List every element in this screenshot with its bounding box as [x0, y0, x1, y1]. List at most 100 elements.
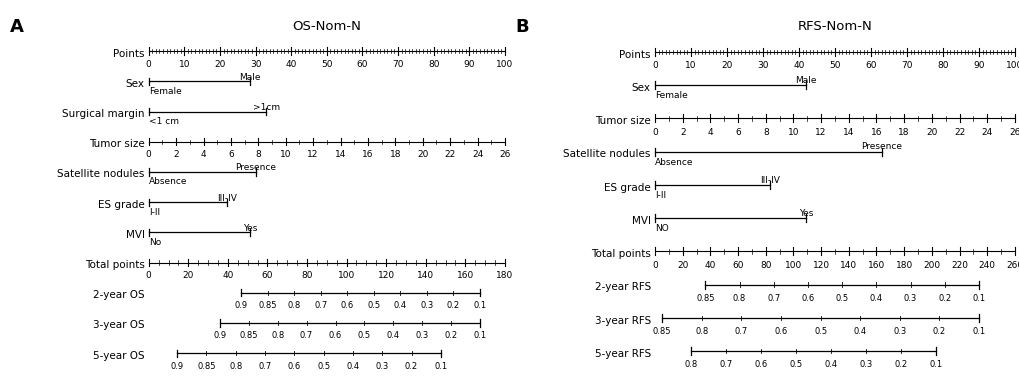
Text: 0: 0 [651, 128, 657, 137]
Text: 10: 10 [178, 60, 190, 68]
Text: 12: 12 [814, 128, 826, 137]
Text: 12: 12 [307, 150, 319, 159]
Text: 0.85: 0.85 [197, 362, 216, 371]
Text: 0.3: 0.3 [415, 332, 428, 340]
Text: 0.2: 0.2 [405, 362, 418, 371]
Text: Yes: Yes [243, 224, 257, 233]
Text: 14: 14 [334, 150, 345, 159]
Text: 3-year OS: 3-year OS [93, 320, 145, 330]
Text: 80: 80 [759, 261, 770, 270]
Text: Total points: Total points [590, 249, 650, 259]
Text: 20: 20 [417, 150, 428, 159]
Text: 0.85: 0.85 [259, 301, 277, 310]
Text: 0.7: 0.7 [734, 327, 747, 336]
Text: 20: 20 [720, 61, 732, 70]
Text: Satellite nodules: Satellite nodules [57, 169, 145, 180]
Text: 100: 100 [496, 60, 513, 68]
Text: Absence: Absence [654, 158, 693, 167]
Text: 6: 6 [228, 150, 233, 159]
Text: 0.4: 0.4 [869, 294, 882, 303]
Text: 70: 70 [392, 60, 404, 68]
Text: 24: 24 [980, 128, 991, 137]
Text: 100: 100 [784, 261, 801, 270]
Text: 0.9: 0.9 [170, 362, 183, 371]
Text: 0.3: 0.3 [420, 301, 433, 310]
Text: MVI: MVI [125, 230, 145, 240]
Text: 0.8: 0.8 [229, 362, 243, 371]
Text: 140: 140 [417, 271, 434, 280]
Text: 0.4: 0.4 [386, 332, 399, 340]
Text: 8: 8 [762, 128, 768, 137]
Text: 0.5: 0.5 [789, 360, 802, 369]
Text: 0.7: 0.7 [718, 360, 732, 369]
Text: 60: 60 [357, 60, 368, 68]
Text: 8: 8 [255, 150, 261, 159]
Text: 0.2: 0.2 [894, 360, 907, 369]
Text: Points: Points [113, 49, 145, 58]
Text: 100: 100 [337, 271, 355, 280]
Text: 120: 120 [812, 261, 828, 270]
Text: 60: 60 [864, 61, 876, 70]
Text: 0.4: 0.4 [393, 301, 407, 310]
Text: Total points: Total points [85, 260, 145, 270]
Text: Absence: Absence [149, 177, 187, 186]
Text: 0.6: 0.6 [801, 294, 814, 303]
Text: 0.4: 0.4 [823, 360, 837, 369]
Text: 160: 160 [867, 261, 884, 270]
Text: Tumor size: Tumor size [89, 139, 145, 149]
Text: 0.6: 0.6 [754, 360, 767, 369]
Text: 6: 6 [735, 128, 740, 137]
Text: 18: 18 [389, 150, 400, 159]
Text: MVI: MVI [631, 216, 650, 226]
Text: 0.6: 0.6 [328, 332, 341, 340]
Text: 60: 60 [732, 261, 743, 270]
Text: 2-year OS: 2-year OS [93, 290, 145, 300]
Text: 2: 2 [680, 128, 685, 137]
Text: A: A [10, 18, 24, 36]
Text: ES grade: ES grade [603, 183, 650, 193]
Text: 80: 80 [301, 271, 313, 280]
Text: Sex: Sex [631, 83, 650, 93]
Text: 0: 0 [146, 271, 152, 280]
Text: 40: 40 [704, 261, 715, 270]
Text: 0.9: 0.9 [234, 301, 248, 310]
Text: 0.5: 0.5 [835, 294, 848, 303]
Text: 0.7: 0.7 [300, 332, 313, 340]
Text: Presence: Presence [234, 163, 276, 173]
Text: 5-year OS: 5-year OS [93, 351, 145, 361]
Text: 0.8: 0.8 [733, 294, 746, 303]
Text: 0.7: 0.7 [258, 362, 271, 371]
Text: 160: 160 [457, 271, 474, 280]
Text: 0.85: 0.85 [239, 332, 258, 340]
Text: 50: 50 [321, 60, 332, 68]
Text: 0.1: 0.1 [971, 327, 984, 336]
Text: <1 cm: <1 cm [149, 117, 178, 126]
Text: 0.5: 0.5 [358, 332, 371, 340]
Text: 0: 0 [146, 60, 152, 68]
Text: NO: NO [654, 224, 668, 233]
Text: 0.4: 0.4 [346, 362, 359, 371]
Text: 260: 260 [1006, 261, 1019, 270]
Text: 40: 40 [222, 271, 233, 280]
Text: B: B [515, 18, 528, 36]
Text: Satellite nodules: Satellite nodules [562, 149, 650, 159]
Text: 4: 4 [707, 128, 712, 137]
Text: 80: 80 [936, 61, 948, 70]
Text: Presence: Presence [860, 142, 902, 151]
Text: 0.5: 0.5 [813, 327, 826, 336]
Text: 0.8: 0.8 [271, 332, 284, 340]
Text: 0.6: 0.6 [287, 362, 301, 371]
Text: 22: 22 [444, 150, 455, 159]
Text: 22: 22 [953, 128, 964, 137]
Text: III-IV: III-IV [217, 194, 236, 203]
Text: 0.1: 0.1 [473, 301, 486, 310]
Text: 180: 180 [895, 261, 912, 270]
Text: 220: 220 [950, 261, 967, 270]
Text: Points: Points [619, 50, 650, 60]
Text: ES grade: ES grade [98, 199, 145, 210]
Text: 0.85: 0.85 [696, 294, 714, 303]
Text: 5-year RFS: 5-year RFS [594, 349, 650, 359]
Text: 20: 20 [677, 261, 688, 270]
Text: 0.8: 0.8 [695, 327, 708, 336]
Text: 0.6: 0.6 [340, 301, 354, 310]
